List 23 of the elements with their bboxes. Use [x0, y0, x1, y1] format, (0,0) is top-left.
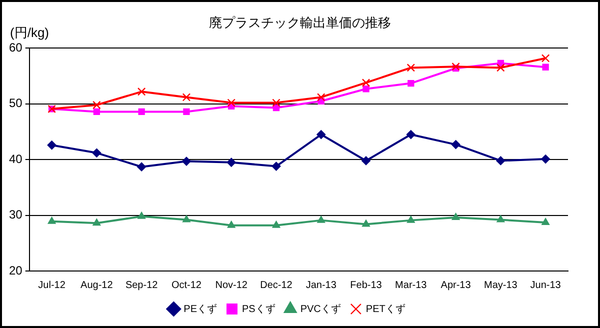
legend-label: PSくず [242, 302, 276, 315]
legend-label: PEくず [184, 302, 217, 315]
y-axis-title: (円/kg) [10, 24, 49, 42]
x-tick-label: Jan-13 [306, 280, 337, 291]
x-tick-label: Jul-12 [38, 280, 66, 291]
x-tick-label: Aug-12 [80, 280, 114, 291]
chart-title: 廃プラスチック輸出単価の推移 [209, 15, 391, 30]
x-tick-label: Mar-13 [395, 280, 428, 291]
x-tick-label: Sep-12 [125, 280, 158, 291]
legend-label: PETくず [366, 302, 406, 315]
x-tick-label: Oct-12 [171, 280, 202, 291]
x-tick-label: May-13 [484, 280, 518, 291]
x-tick-label: Feb-13 [350, 280, 382, 291]
y-tick-label: 60 [8, 40, 23, 55]
x-tick-label: Jun-13 [530, 280, 562, 291]
y-tick-label: 20 [8, 263, 23, 278]
y-tick-label: 30 [8, 208, 23, 222]
x-tick-label: Nov-12 [215, 280, 248, 291]
y-tick-label: 50 [8, 96, 23, 110]
x-tick-label: Dec-12 [260, 280, 293, 291]
legend-label: PVCくず [300, 302, 341, 315]
y-tick-label: 40 [8, 152, 23, 166]
x-tick-label: Apr-13 [440, 280, 472, 291]
